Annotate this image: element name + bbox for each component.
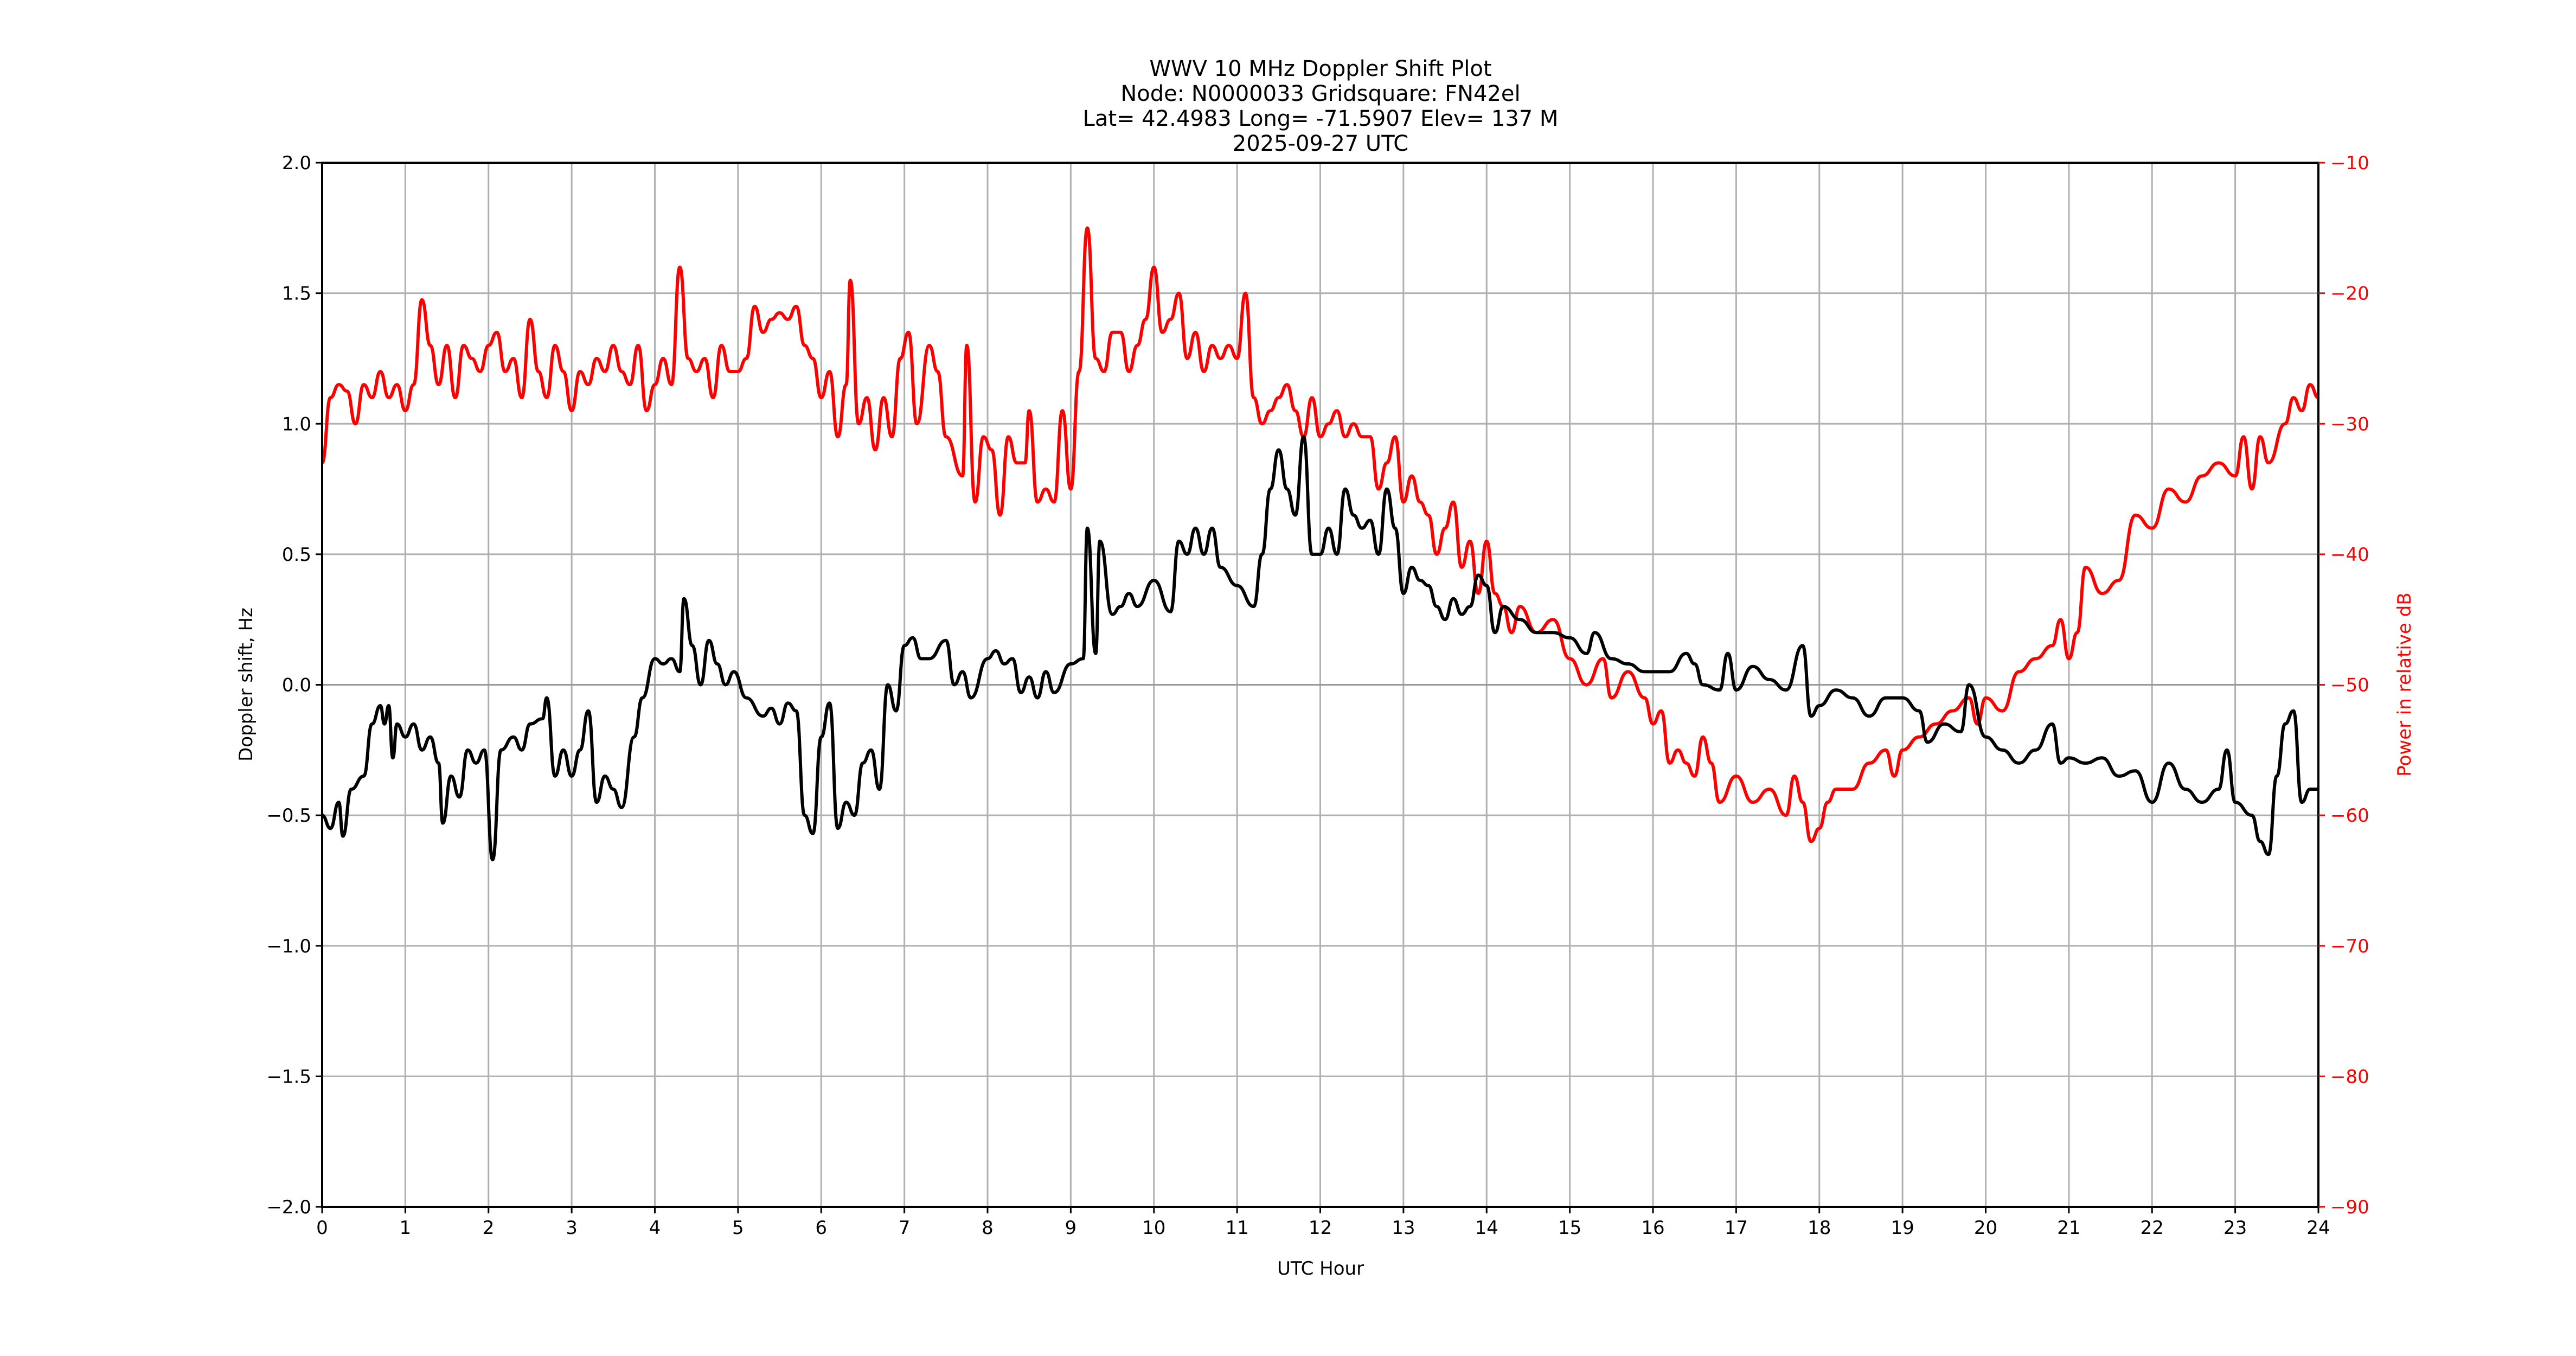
x-tick-label: 12	[1309, 1217, 1332, 1239]
x-tick-label: 13	[1392, 1217, 1415, 1239]
y-tick-label: 2.0	[282, 152, 311, 174]
x-tick-label: 5	[732, 1217, 744, 1239]
x-axis: 0 1 2 3 4 5 6 7 8 9 10 11 12 13 14 15 16 17 18 19 20 21 22 23 24	[316, 1207, 2330, 1239]
x-tick-label: 14	[1475, 1217, 1498, 1239]
series-lines	[321, 226, 2319, 861]
y-axis-right: −10 −20 −30 −40 −50 −60 −70 −80 −90	[2318, 152, 2369, 1218]
x-tick-label: 22	[2141, 1217, 2164, 1239]
y-tick-label: 1.5	[282, 283, 311, 305]
x-tick-label: 15	[1558, 1217, 1581, 1239]
chart-title-line-2: Node: N0000033 Gridsquare: FN42el	[1120, 81, 1520, 106]
y2-tick-label: −50	[2330, 675, 2369, 696]
y-tick-label: −1.0	[266, 936, 311, 957]
x-tick-label: 8	[982, 1217, 994, 1239]
x-tick-label: 19	[1891, 1217, 1914, 1239]
x-tick-label: 20	[1974, 1217, 1997, 1239]
x-tick-label: 9	[1065, 1217, 1077, 1239]
y2-tick-label: −70	[2330, 936, 2369, 957]
x-tick-label: 18	[1808, 1217, 1831, 1239]
y2-tick-label: −80	[2330, 1066, 2369, 1088]
y-tick-label: −0.5	[266, 805, 311, 827]
y2-tick-label: −60	[2330, 805, 2369, 827]
x-tick-label: 23	[2223, 1217, 2247, 1239]
x-tick-label: 16	[1641, 1217, 1664, 1239]
y-tick-label: 1.0	[282, 413, 311, 435]
chart-title-line-4: 2025-09-27 UTC	[1233, 131, 1408, 156]
y2-tick-label: −90	[2330, 1197, 2369, 1218]
y2-tick-label: −10	[2330, 152, 2369, 174]
chart-title-line-1: WWV 10 MHz Doppler Shift Plot	[1149, 56, 1491, 81]
x-tick-label: 11	[1225, 1217, 1248, 1239]
x-tick-label: 7	[899, 1217, 911, 1239]
x-tick-label: 24	[2306, 1217, 2330, 1239]
y2-axis-label: Power in relative dB	[2394, 592, 2415, 776]
y2-tick-label: −20	[2330, 283, 2369, 305]
x-tick-label: 4	[649, 1217, 661, 1239]
x-axis-label: UTC Hour	[1277, 1258, 1364, 1280]
y-tick-label: 0.5	[282, 544, 311, 566]
power-series-line	[321, 226, 2319, 843]
x-tick-label: 10	[1142, 1217, 1165, 1239]
chart-title-line-3: Lat= 42.4983 Long= -71.5907 Elev= 137 M	[1083, 106, 1559, 131]
x-tick-label: 0	[316, 1217, 328, 1239]
x-tick-label: 6	[815, 1217, 827, 1239]
y-tick-label: −1.5	[266, 1066, 311, 1088]
x-tick-label: 17	[1725, 1217, 1748, 1239]
y2-tick-label: −40	[2330, 544, 2369, 566]
doppler-series-line	[321, 435, 2318, 861]
y-tick-label: −2.0	[266, 1197, 311, 1218]
y-tick-label: 0.0	[282, 675, 311, 696]
y2-tick-label: −30	[2330, 413, 2369, 435]
y-axis-left: 2.0 1.5 1.0 0.5 0.0 −0.5 −1.0 −1.5 −2.0	[266, 152, 322, 1218]
x-tick-label: 21	[2057, 1217, 2080, 1239]
x-tick-label: 2	[483, 1217, 495, 1239]
x-tick-label: 1	[400, 1217, 412, 1239]
x-tick-label: 3	[566, 1217, 578, 1239]
y-axis-label: Doppler shift, Hz	[235, 607, 257, 762]
